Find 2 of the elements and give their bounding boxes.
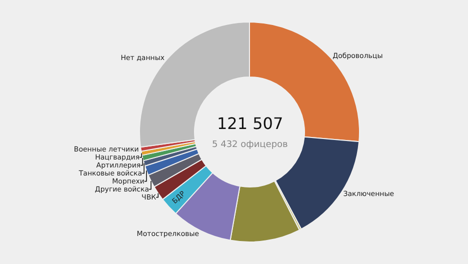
- text: 5 432 офицеров: [212, 140, 288, 150]
- text: 121 507: [217, 114, 284, 133]
